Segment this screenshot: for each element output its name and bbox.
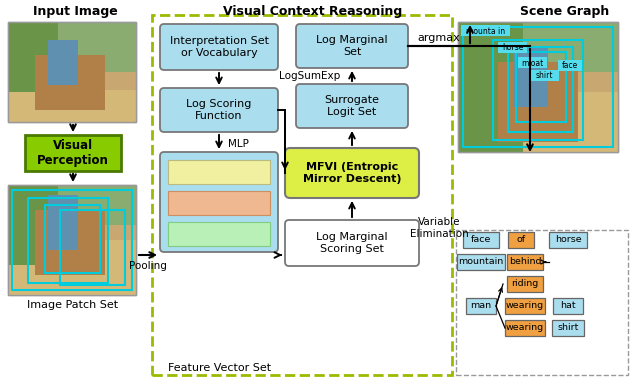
FancyBboxPatch shape — [285, 148, 419, 198]
Bar — [458, 22, 618, 152]
Bar — [498, 42, 527, 53]
Text: face: face — [471, 235, 491, 244]
Bar — [35, 210, 105, 275]
Text: mountain: mountain — [458, 257, 504, 266]
Bar — [8, 185, 136, 295]
Text: MFVI (Entropic
Mirror Descent): MFVI (Entropic Mirror Descent) — [303, 162, 401, 184]
Bar — [152, 15, 452, 375]
Bar — [553, 298, 583, 314]
Bar — [530, 70, 559, 81]
Bar — [549, 232, 587, 248]
Bar — [25, 135, 121, 171]
Bar — [508, 232, 534, 248]
Text: Interpretation Set
or Vocabulary: Interpretation Set or Vocabulary — [170, 36, 269, 58]
Bar — [12, 190, 132, 290]
FancyBboxPatch shape — [296, 24, 408, 68]
Bar — [8, 90, 136, 122]
Text: of: of — [516, 235, 525, 244]
Bar — [8, 22, 136, 122]
Bar — [463, 27, 613, 147]
Text: face: face — [562, 61, 578, 71]
Bar — [8, 240, 136, 295]
Text: wearing: wearing — [506, 301, 544, 310]
Text: Image Patch Set: Image Patch Set — [28, 300, 118, 310]
Bar — [552, 320, 584, 336]
Text: argmax: argmax — [418, 33, 460, 43]
Bar — [35, 55, 105, 110]
Bar — [505, 298, 545, 314]
Bar — [8, 72, 136, 122]
Bar — [168, 222, 270, 246]
Bar — [505, 320, 545, 336]
Bar — [168, 160, 270, 184]
Bar — [507, 254, 543, 270]
Bar — [458, 72, 618, 152]
Text: Log Marginal
Set: Log Marginal Set — [316, 35, 388, 57]
Bar — [458, 22, 523, 152]
Text: riding: riding — [511, 279, 539, 288]
Bar — [507, 276, 543, 292]
Text: behind: behind — [509, 257, 541, 266]
FancyBboxPatch shape — [296, 84, 408, 128]
Text: Log Marginal
Scoring Set: Log Marginal Scoring Set — [316, 232, 388, 254]
Text: hat: hat — [560, 301, 576, 310]
Text: man: man — [470, 301, 492, 310]
Bar — [456, 230, 628, 375]
Text: shirt: shirt — [557, 323, 579, 332]
FancyBboxPatch shape — [160, 24, 278, 70]
Text: LogSumExp: LogSumExp — [280, 71, 340, 81]
Bar — [513, 47, 548, 107]
Bar — [48, 40, 78, 85]
Text: horse: horse — [555, 235, 581, 244]
Text: shirt: shirt — [536, 71, 553, 81]
Bar — [518, 57, 547, 68]
Text: Feature Vector Set: Feature Vector Set — [168, 363, 271, 373]
Bar — [8, 22, 58, 92]
Bar — [8, 185, 58, 265]
Bar — [558, 60, 582, 71]
Bar — [498, 62, 578, 142]
Bar — [48, 195, 78, 250]
Text: Variable
Elimination: Variable Elimination — [410, 217, 468, 239]
Bar — [508, 47, 573, 132]
Bar — [8, 185, 136, 295]
Bar — [458, 22, 618, 152]
Text: horse: horse — [502, 44, 523, 52]
FancyBboxPatch shape — [160, 152, 278, 252]
Bar — [466, 298, 496, 314]
Bar — [8, 22, 136, 122]
Bar — [516, 52, 566, 122]
Text: m.oat: m.oat — [522, 59, 543, 68]
Text: Input Image: Input Image — [33, 5, 117, 19]
Bar — [28, 198, 108, 283]
Text: Visual
Perception: Visual Perception — [37, 139, 109, 167]
Text: Log Scoring
Function: Log Scoring Function — [186, 99, 252, 121]
FancyBboxPatch shape — [285, 220, 419, 266]
Bar — [461, 25, 510, 36]
FancyBboxPatch shape — [160, 88, 278, 132]
Bar — [8, 225, 136, 295]
Bar — [493, 40, 583, 140]
Bar — [60, 210, 125, 285]
Bar — [457, 254, 505, 270]
Bar — [463, 232, 499, 248]
Bar — [45, 205, 100, 273]
Bar — [168, 191, 270, 215]
Text: Scene Graph: Scene Graph — [520, 5, 610, 19]
Text: Visual Context Reasoning: Visual Context Reasoning — [223, 5, 403, 19]
Text: wearing: wearing — [506, 323, 544, 332]
Text: MLP: MLP — [228, 139, 249, 149]
Text: mounta in: mounta in — [466, 27, 505, 36]
Bar — [458, 92, 618, 152]
Text: Surrogate
Logit Set: Surrogate Logit Set — [324, 95, 380, 117]
Text: Pooling: Pooling — [129, 261, 167, 271]
